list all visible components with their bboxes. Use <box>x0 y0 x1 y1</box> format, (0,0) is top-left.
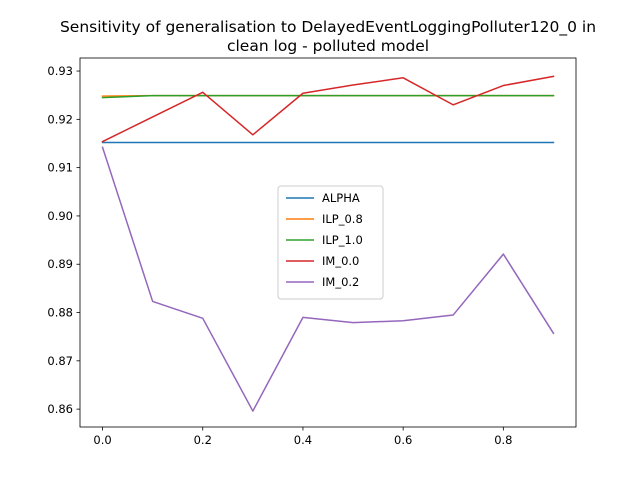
x-tick-label: 0.8 <box>494 433 512 447</box>
y-tick-label: 0.92 <box>47 112 73 126</box>
legend-label-ilp-1-0: ILP_1.0 <box>322 233 363 247</box>
x-tick-label: 0.0 <box>93 433 111 447</box>
y-tick-label: 0.86 <box>47 402 73 416</box>
y-tick-label: 0.89 <box>47 257 73 271</box>
y-tick-label: 0.90 <box>47 209 73 223</box>
legend-label-ilp-0-8: ILP_0.8 <box>322 212 363 226</box>
y-tick-label: 0.91 <box>47 161 73 175</box>
legend-label-im-0-0: IM_0.0 <box>322 254 359 268</box>
x-tick-label: 0.2 <box>194 433 212 447</box>
chart-title-line2: clean log - polluted model <box>227 37 429 55</box>
y-tick-label: 0.88 <box>47 306 73 320</box>
legend-label-alpha: ALPHA <box>322 191 360 205</box>
y-tick-label: 0.93 <box>47 64 73 78</box>
legend-label-im-0-2: IM_0.2 <box>322 275 359 289</box>
legend: ALPHA ILP_0.8 ILP_1.0 IM_0.0 IM_0.2 <box>278 186 383 299</box>
x-tick-label: 0.6 <box>394 433 412 447</box>
x-tick-label: 0.4 <box>294 433 312 447</box>
y-tick-label: 0.87 <box>47 354 73 368</box>
chart-title-line1: Sensitivity of generalisation to Delayed… <box>60 18 596 37</box>
